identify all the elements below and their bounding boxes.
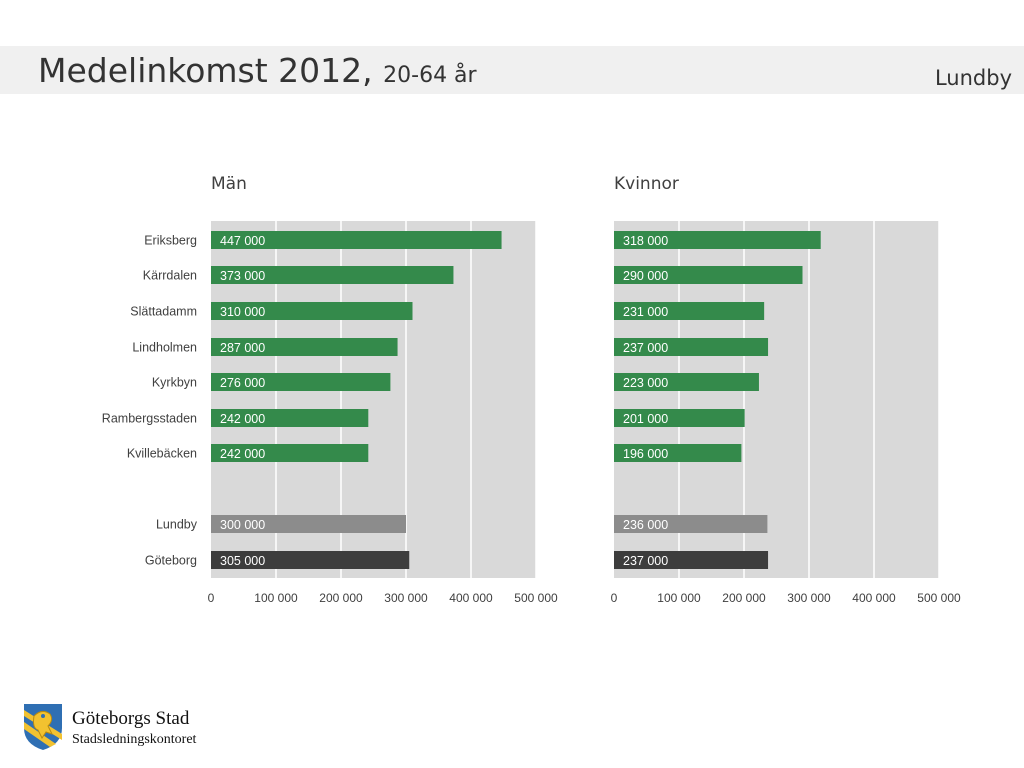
title-band bbox=[0, 46, 1024, 94]
plot-area-men bbox=[211, 221, 536, 578]
x-tick-label-men: 300 000 bbox=[384, 591, 428, 605]
x-tick-label-men: 0 bbox=[208, 591, 215, 605]
bar-men bbox=[211, 302, 413, 320]
bar-women bbox=[614, 231, 821, 249]
bar-men bbox=[211, 231, 502, 249]
bar-men bbox=[211, 444, 369, 462]
value-label-men: 305 000 bbox=[220, 554, 265, 568]
x-tick-label-men: 400 000 bbox=[449, 591, 493, 605]
chart-title-men: Män bbox=[211, 174, 247, 194]
value-label-men: 373 000 bbox=[220, 269, 265, 283]
value-label-women: 290 000 bbox=[623, 269, 668, 283]
value-label-men: 310 000 bbox=[220, 305, 265, 319]
chart-title-women: Kvinnor bbox=[614, 174, 679, 194]
category-label: Kyrkbyn bbox=[152, 376, 197, 390]
district-label: Lundby bbox=[934, 66, 1012, 90]
plot-area-women bbox=[614, 221, 939, 578]
value-label-women: 196 000 bbox=[623, 447, 668, 461]
value-label-men: 276 000 bbox=[220, 376, 265, 390]
value-label-men: 287 000 bbox=[220, 341, 265, 355]
x-tick-label-women: 300 000 bbox=[787, 591, 831, 605]
value-label-men: 447 000 bbox=[220, 234, 265, 248]
category-label: Lindholmen bbox=[132, 341, 197, 355]
value-label-men: 300 000 bbox=[220, 518, 265, 532]
bar-women bbox=[614, 302, 765, 320]
value-label-women: 223 000 bbox=[623, 376, 668, 390]
x-tick-label-men: 100 000 bbox=[254, 591, 298, 605]
bar-men bbox=[211, 338, 398, 356]
value-label-women: 231 000 bbox=[623, 305, 668, 319]
lion-crest-icon bbox=[24, 704, 62, 750]
bar-women bbox=[614, 551, 769, 569]
value-label-men: 242 000 bbox=[220, 447, 265, 461]
bar-women bbox=[614, 266, 803, 284]
bar-men bbox=[211, 266, 454, 284]
title-text: Medelinkomst 2012, bbox=[38, 51, 373, 90]
logo-department: Stadsledningskontoret bbox=[72, 732, 197, 747]
bar-men bbox=[211, 373, 391, 391]
x-tick-label-men: 200 000 bbox=[319, 591, 363, 605]
value-label-women: 237 000 bbox=[623, 554, 668, 568]
x-tick-label-women: 500 000 bbox=[917, 591, 961, 605]
x-tick-label-women: 400 000 bbox=[852, 591, 896, 605]
bar-men bbox=[211, 515, 406, 533]
category-label: Göteborg bbox=[145, 554, 197, 568]
logo-name: Göteborgs Stad bbox=[72, 708, 190, 729]
bar-women bbox=[614, 373, 759, 391]
value-label-men: 242 000 bbox=[220, 412, 265, 426]
value-label-women: 237 000 bbox=[623, 341, 668, 355]
bar-men bbox=[211, 409, 369, 427]
bar-men bbox=[211, 551, 410, 569]
category-label: Eriksberg bbox=[144, 234, 197, 248]
value-label-women: 201 000 bbox=[623, 412, 668, 426]
page-title: Medelinkomst 2012, 20-64 år bbox=[38, 51, 477, 90]
category-label: Lundby bbox=[156, 518, 198, 532]
category-label: Rambergsstaden bbox=[102, 412, 197, 426]
x-tick-label-men: 500 000 bbox=[514, 591, 558, 605]
category-label: Kärrdalen bbox=[143, 269, 197, 283]
x-tick-label-women: 200 000 bbox=[722, 591, 766, 605]
x-tick-label-women: 100 000 bbox=[657, 591, 701, 605]
value-label-women: 236 000 bbox=[623, 518, 668, 532]
bar-women bbox=[614, 515, 768, 533]
category-label: Kvillebäcken bbox=[127, 447, 197, 461]
bar-women bbox=[614, 444, 742, 462]
bar-women bbox=[614, 409, 745, 427]
logo: Göteborgs Stad Stadsledningskontoret bbox=[20, 700, 250, 756]
value-label-women: 318 000 bbox=[623, 234, 668, 248]
category-label: Slättadamm bbox=[130, 305, 197, 319]
title-subtitle: 20-64 år bbox=[383, 63, 477, 88]
bar-women bbox=[614, 338, 769, 356]
x-tick-label-women: 0 bbox=[611, 591, 618, 605]
